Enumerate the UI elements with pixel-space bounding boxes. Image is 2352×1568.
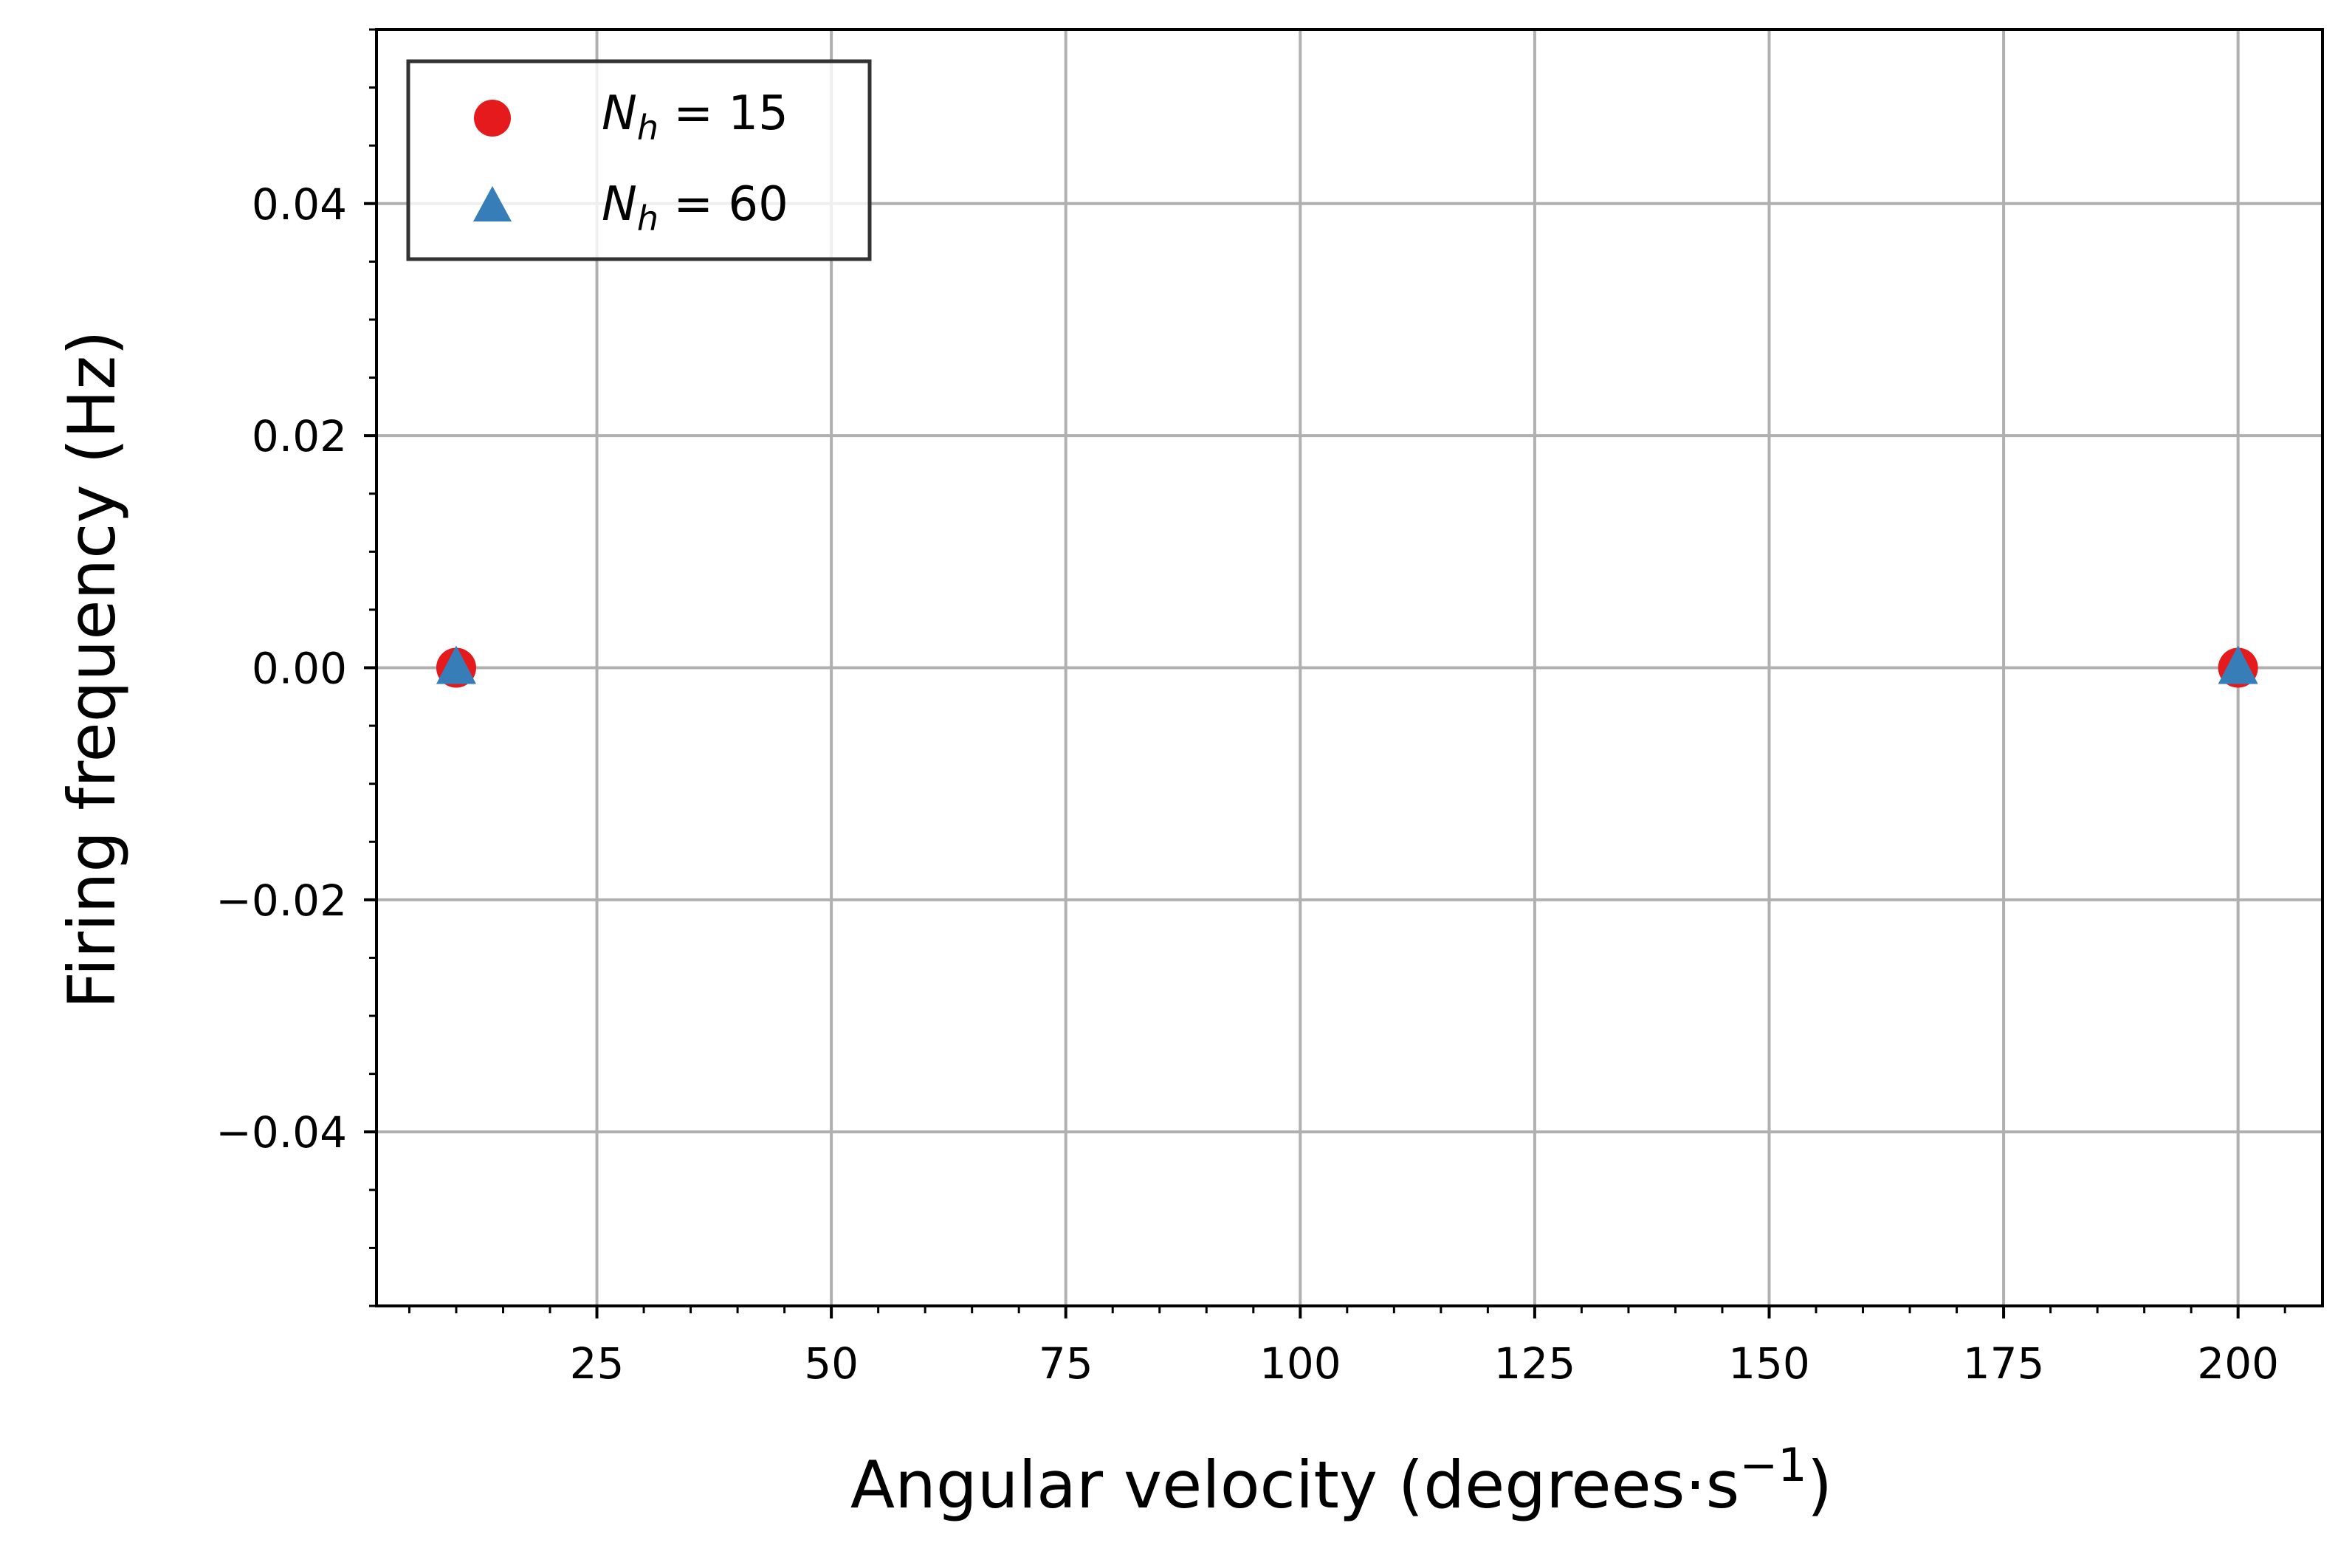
legend-entry-nh60-subscript: h <box>637 199 659 238</box>
y-axis-label: Firing frequency (Hz) <box>54 330 130 1008</box>
plot-frame <box>375 28 2324 1307</box>
legend-entry-nh60-value: = 60 <box>659 177 788 232</box>
y-tick-label-1: −0.02 <box>216 876 347 926</box>
y-tick-label-2: 0.00 <box>252 644 347 694</box>
x-axis-label: Angular velocity (degrees·s−1) <box>850 1438 1832 1523</box>
axis-ticks <box>364 28 2286 1318</box>
grid-lines <box>376 30 2322 1306</box>
legend-marker-triangle <box>473 186 512 221</box>
x-tick-label-125: 125 <box>1494 1338 1576 1389</box>
legend: Nh = 15 Nh = 60 <box>406 59 872 261</box>
legend-box <box>406 59 872 261</box>
x-tick-label-175: 175 <box>1963 1338 2045 1389</box>
y-tick-label-3: 0.02 <box>252 411 347 461</box>
legend-entry-nh15-value: = 15 <box>659 86 788 141</box>
x-tick-label-25: 25 <box>570 1338 625 1389</box>
x-tick-label-100: 100 <box>1259 1338 1341 1389</box>
x-axis-label-close: ) <box>1807 1447 1832 1523</box>
legend-entry-nh60-base: N <box>602 177 637 232</box>
x-tick-label-50: 50 <box>804 1338 859 1389</box>
legend-entry-nh15-base: N <box>602 86 637 141</box>
x-tick-label-75: 75 <box>1039 1338 1093 1389</box>
y-tick-label-0: −0.04 <box>216 1107 347 1158</box>
legend-entry-nh60: Nh = 60 <box>602 177 788 238</box>
legend-entry-nh15-subscript: h <box>637 108 659 148</box>
tick-labels: 25 50 75 100 125 150 175 200 −0.04 −0.02 0.00 0.02 0… <box>216 179 2279 1389</box>
point-series1-0 <box>436 645 476 684</box>
y-tick-label-4: 0.04 <box>252 179 347 230</box>
legend-entry-nh15: Nh = 15 <box>602 86 788 148</box>
x-tick-label-200: 200 <box>2197 1338 2279 1389</box>
x-axis-label-main: Angular velocity (degrees·s <box>850 1447 1739 1523</box>
x-axis-label-exponent: −1 <box>1739 1438 1806 1492</box>
point-series1-1 <box>2218 645 2258 684</box>
x-tick-label-150: 150 <box>1728 1338 1810 1389</box>
legend-marker-circle <box>474 100 511 137</box>
data-markers <box>436 645 2258 688</box>
